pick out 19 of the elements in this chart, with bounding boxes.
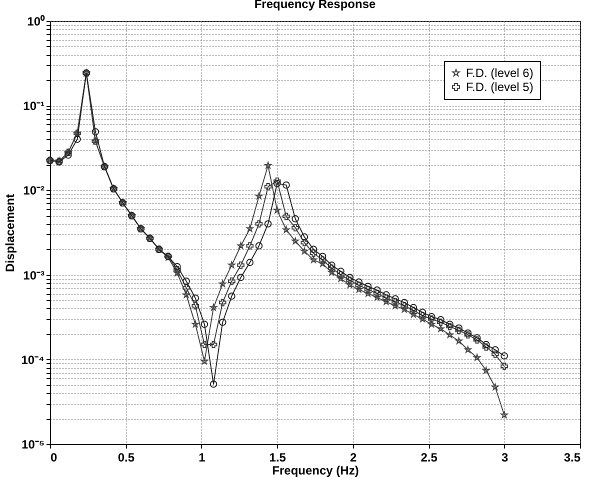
x-tick-label: 1 (198, 450, 206, 464)
legend-label: F.D. (level 6) (466, 66, 534, 80)
x-tick-label: 1.5 (269, 450, 286, 464)
x-tick-label: 3 (501, 450, 508, 464)
y-tick-label: 10⁻⁴ (21, 352, 45, 367)
y-tick-label: 10⁻² (23, 184, 45, 198)
x-axis-title: Frequency (Hz) (272, 464, 359, 478)
y-tick-label: 10⁻³ (23, 268, 45, 282)
y-tick-label: 10⁻¹ (23, 99, 45, 114)
y-tick-label: 10⁰ (27, 14, 46, 28)
chart-title: Frequency Response (254, 0, 376, 11)
y-axis-title: Displacement (3, 194, 18, 272)
x-tick-label: 2 (350, 450, 358, 464)
legend-label: F.D. (level 5) (466, 80, 534, 94)
x-tick-label: 0 (50, 450, 58, 464)
y-tick-label: 10⁻⁵ (22, 438, 44, 452)
x-tick-label: 2.5 (420, 450, 438, 464)
x-tick-label: 3.5 (564, 450, 581, 464)
x-tick-label: 0.5 (118, 450, 135, 464)
